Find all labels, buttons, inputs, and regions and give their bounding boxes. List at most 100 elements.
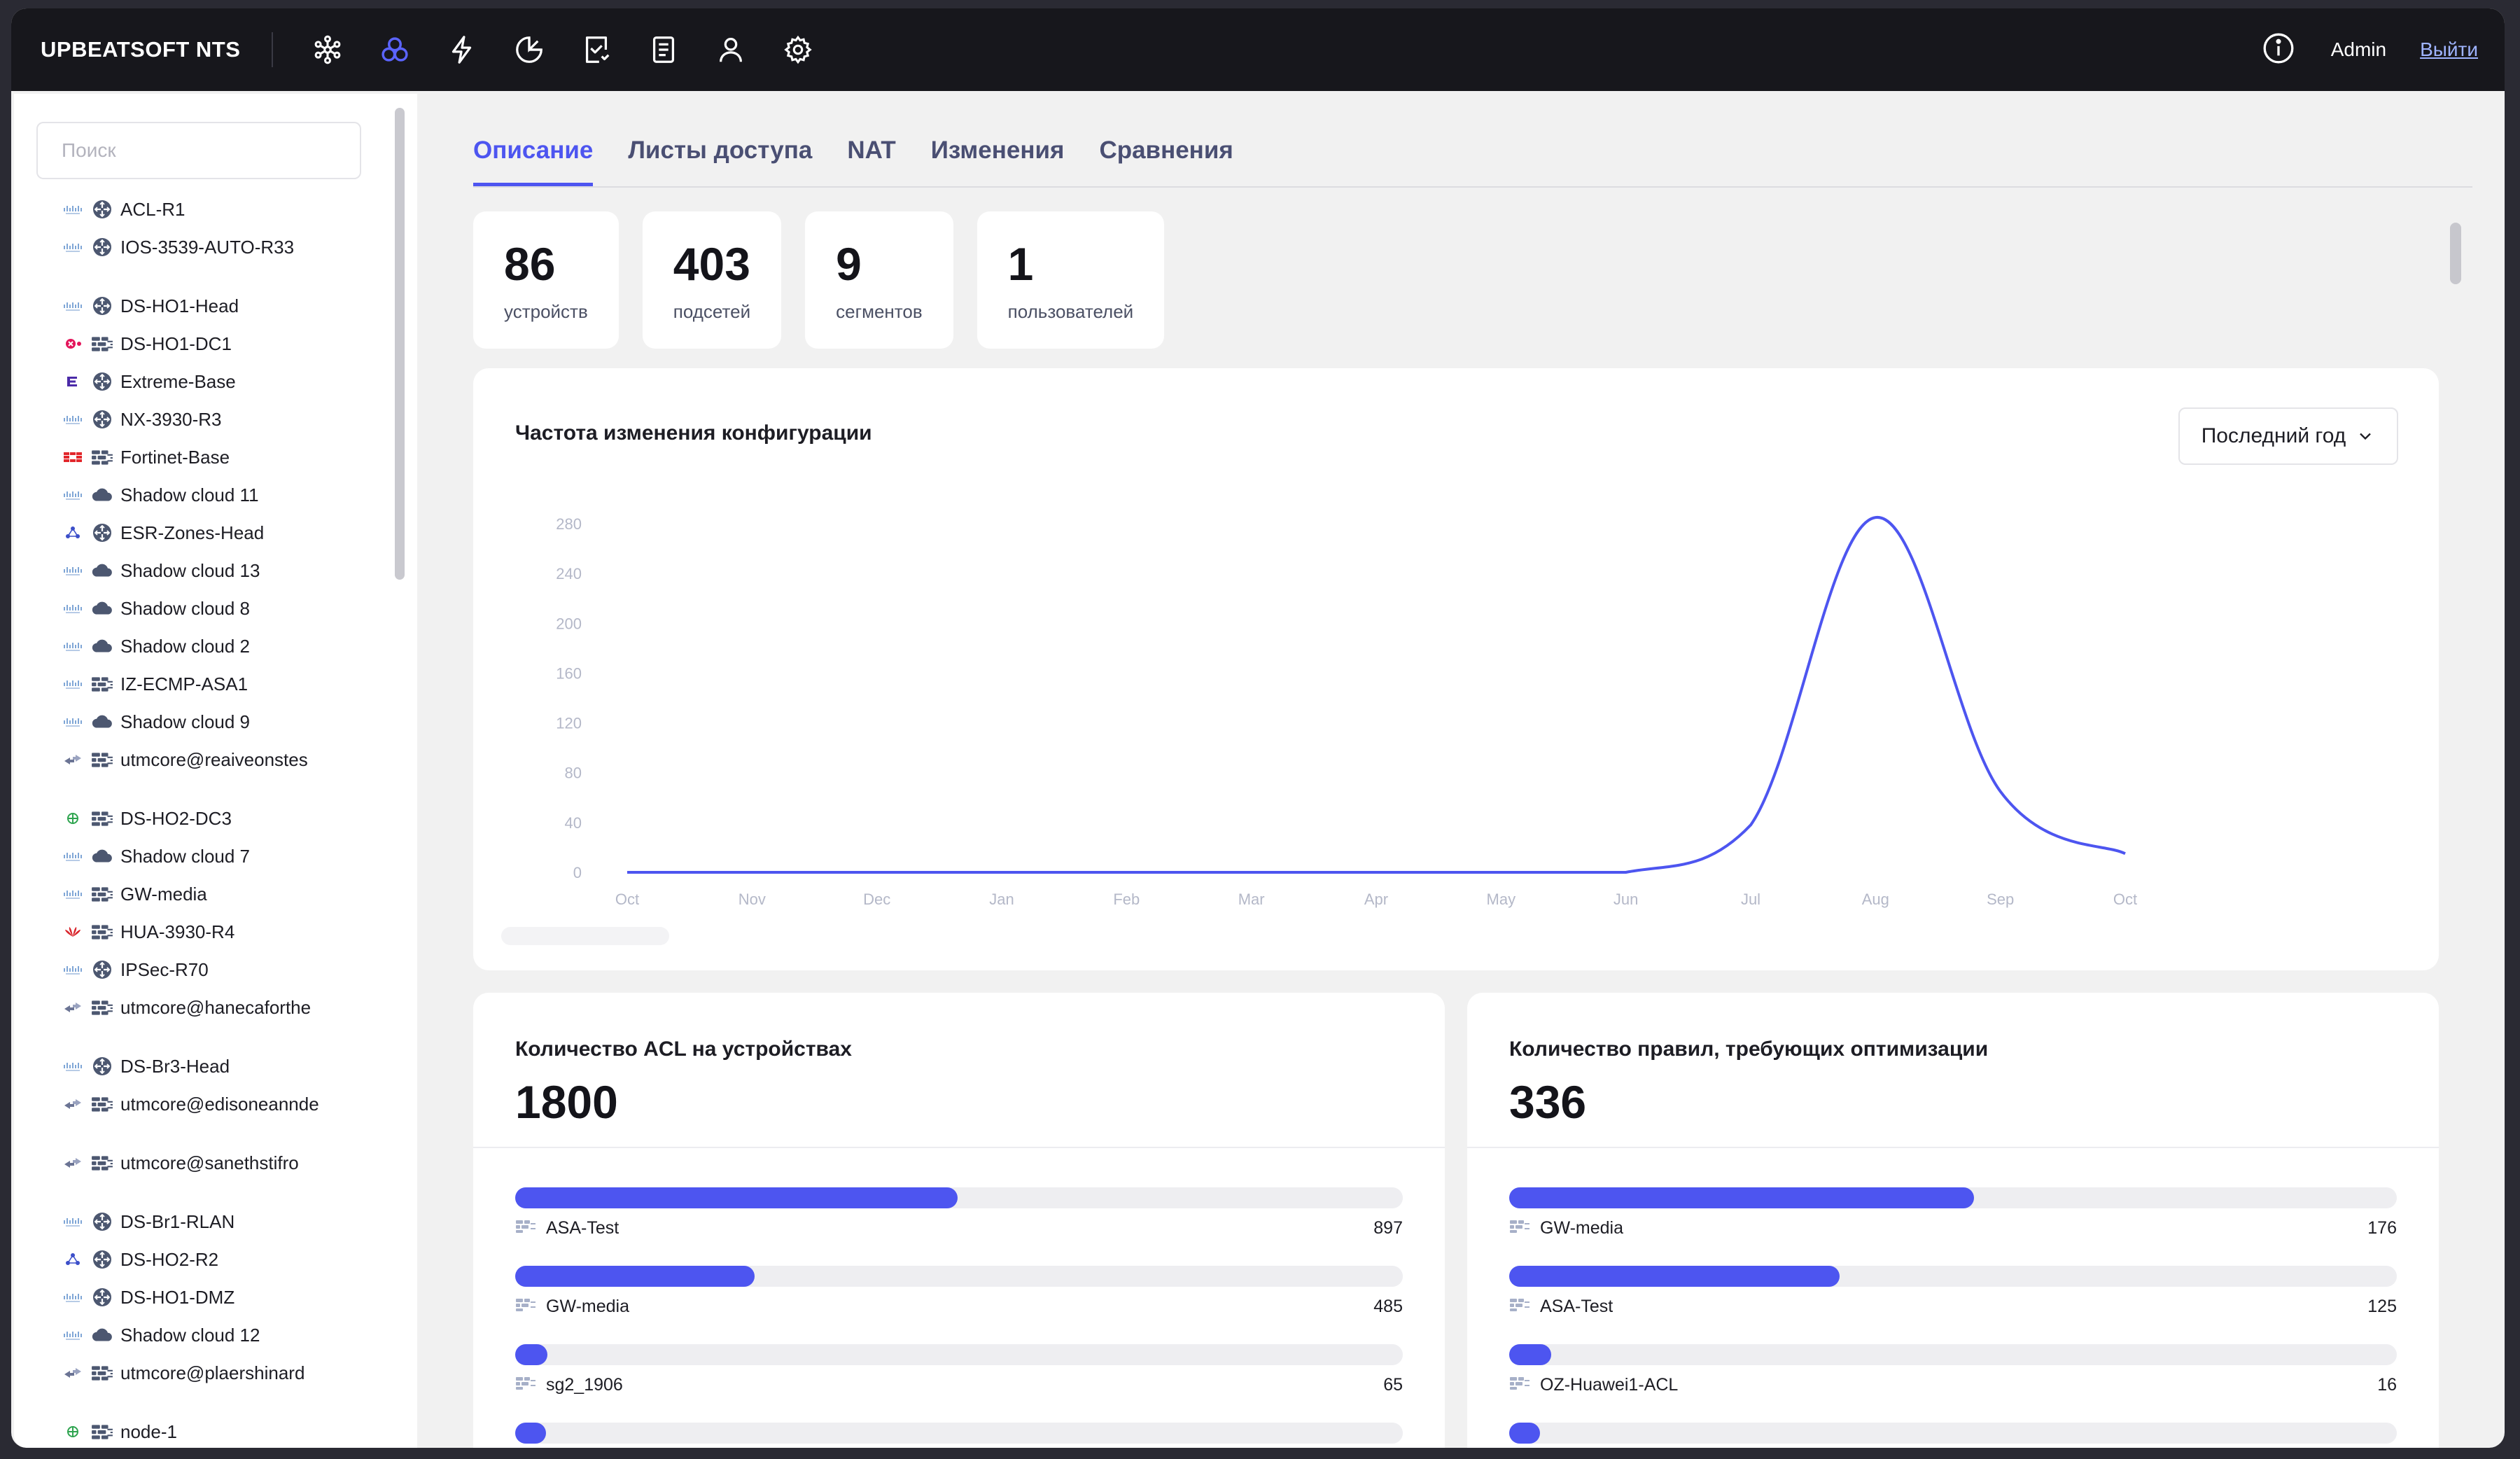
bar-meta: sg2_1906 65	[515, 1375, 1403, 1395]
task-check-icon[interactable]	[563, 16, 630, 83]
sidebar-device-item[interactable]: utmcore@reaiveonstes	[60, 749, 382, 808]
cisco-vendor-icon	[60, 711, 85, 732]
sidebar-device-item[interactable]: DS-HO2-DC3	[60, 808, 382, 846]
y-tick-label: 0	[573, 864, 582, 881]
sidebar-device-item[interactable]: ESR-Zones-Head	[60, 522, 382, 560]
device-label: Shadow cloud 2	[120, 636, 251, 657]
bar-fill	[1509, 1344, 1552, 1365]
sidebar-device-item[interactable]: DS-Br1-RLAN	[60, 1211, 382, 1249]
sidebar-device-item[interactable]: Shadow cloud 8	[60, 598, 382, 636]
device-tree: ACL-R1 IOS-3539-AUTO-R33 DS-HO1-Head DS-HO1…	[60, 199, 382, 1448]
sidebar-device-item[interactable]: Shadow cloud 11	[60, 484, 382, 522]
sidebar-device-item[interactable]: IPSec-R70	[60, 959, 382, 997]
period-select[interactable]: Последний год	[2178, 407, 2398, 465]
sidebar-device-item[interactable]: HUA-3930-R4	[60, 921, 382, 959]
device-label: Shadow cloud 11	[120, 484, 259, 505]
bar-row[interactable]: OZ-Huawei1-ACL 16	[1509, 1344, 2397, 1423]
lightning-icon[interactable]	[428, 16, 496, 83]
bar-row[interactable]: sg2_1906 65	[515, 1344, 1403, 1423]
logout-link[interactable]: Выйти	[2420, 39, 2478, 60]
sidebar-device-item[interactable]: IZ-ECMP-ASA1	[60, 673, 382, 711]
bar-row[interactable]: GW-media 176	[1509, 1187, 2397, 1266]
sidebar-device-item[interactable]: Shadow cloud 13	[60, 560, 382, 598]
sidebar-device-item[interactable]: ACL-R1	[60, 199, 382, 237]
config-change-chart-card: Частота изменения конфигурации Последний…	[473, 368, 2439, 970]
tab-1[interactable]: Листы доступа	[628, 137, 813, 164]
main-content: Описание Листы доступа NAT Изменения Сравнен…	[431, 91, 2505, 1448]
y-tick-label: 160	[556, 664, 582, 682]
info-icon[interactable]	[2261, 31, 2296, 69]
brand-logo[interactable]: UPBEATSOFT NTS	[41, 37, 241, 62]
line-chart: 0 40 80 120 160 200 240 280 Oct Nov Dec Jan Feb Mar Ap…	[556, 515, 2137, 908]
sidebar-device-item[interactable]: DS-HO2-R2	[60, 1249, 382, 1287]
sidebar-device-item[interactable]: DS-HO1-Head	[60, 295, 382, 333]
bar-row[interactable]: ASA-Test 897	[515, 1187, 1403, 1266]
user-icon[interactable]	[697, 16, 764, 83]
cloud-icon	[90, 636, 115, 657]
device-label: utmcore@plaershinard	[120, 1362, 305, 1383]
sidebar-device-item[interactable]: utmcore@plaershinard	[60, 1362, 382, 1421]
tab-2[interactable]: NAT	[847, 137, 896, 164]
green-vendor-icon	[60, 808, 85, 829]
bar-row[interactable]: ASA-Test 125	[1509, 1266, 2397, 1344]
bar-row[interactable]	[1509, 1423, 2397, 1448]
cisco-vendor-icon	[60, 295, 85, 316]
bar-track	[515, 1187, 1403, 1208]
sidebar-device-item[interactable]: GW-media	[60, 884, 382, 921]
x-tick-label: Mar	[1238, 891, 1265, 908]
y-tick-label: 80	[565, 765, 582, 782]
sidebar-device-item[interactable]: utmcore@hanecaforthe	[60, 997, 382, 1056]
search-input[interactable]	[36, 122, 361, 179]
bar-row[interactable]	[515, 1423, 1403, 1448]
x-tick-label: Jun	[1614, 891, 1638, 908]
series-line[interactable]	[627, 516, 2126, 874]
document-icon[interactable]	[630, 16, 697, 83]
sidebar-device-item[interactable]: DS-Br3-Head	[60, 1056, 382, 1094]
tab-0[interactable]: Описание	[473, 137, 594, 186]
sidebar-scrollbar[interactable]	[395, 108, 405, 580]
sidebar-device-item[interactable]: Extreme-Base	[60, 371, 382, 409]
stats-row: 86 устройств 403 подсетей 9 сегментов 1 пользов…	[473, 211, 1188, 349]
device-label: HUA-3930-R4	[120, 921, 235, 942]
sidebar-device-item[interactable]: node-1	[60, 1421, 382, 1448]
x-tick-label: Dec	[863, 891, 890, 908]
cisco-vendor-icon	[60, 636, 85, 657]
sidebar-device-item[interactable]: Shadow cloud 9	[60, 711, 382, 749]
device-label: Shadow cloud 9	[120, 711, 251, 732]
bar-row[interactable]: GW-media 485	[515, 1266, 1403, 1344]
rules-card-title: Количество правил, требующих оптимизации	[1509, 1038, 1989, 1061]
tab-4[interactable]: Сравнения	[1099, 137, 1233, 164]
device-label: NX-3930-R3	[120, 409, 222, 430]
bar-value: 176	[2367, 1218, 2397, 1238]
device-icon	[515, 1375, 546, 1395]
sidebar-device-item[interactable]: utmcore@edisoneannde	[60, 1094, 382, 1152]
pie-chart-icon[interactable]	[496, 16, 563, 83]
device-label: utmcore@hanecaforthe	[120, 997, 312, 1018]
usergate-vendor-icon	[60, 997, 85, 1018]
main-scrollbar[interactable]	[2450, 223, 2461, 284]
bar-meta: GW-media 485	[515, 1297, 1403, 1317]
tab-3[interactable]: Изменения	[930, 137, 1065, 164]
sidebar-device-item[interactable]: utmcore@sanethstifro	[60, 1152, 382, 1211]
sidebar-device-item[interactable]: NX-3930-R3	[60, 409, 382, 447]
sidebar-device-item[interactable]: IOS-3539-AUTO-R33	[60, 237, 382, 295]
bar-meta: GW-media 176	[1509, 1218, 2397, 1238]
segments-icon[interactable]	[361, 16, 428, 83]
cisco-vendor-icon	[60, 199, 85, 220]
device-sidebar: ACL-R1 IOS-3539-AUTO-R33 DS-HO1-Head DS-HO1…	[14, 94, 417, 1448]
sidebar-device-item[interactable]: Shadow cloud 2	[60, 636, 382, 673]
device-icon	[1509, 1375, 1540, 1395]
sidebar-device-item[interactable]: DS-HO1-DC1	[60, 333, 382, 371]
cisco-vendor-icon	[60, 1325, 85, 1346]
stat-card: 403 подсетей	[642, 211, 782, 349]
router-icon	[90, 371, 115, 392]
device-icon	[1509, 1218, 1540, 1238]
sidebar-device-item[interactable]: Fortinet-Base	[60, 447, 382, 484]
sidebar-device-item[interactable]: Shadow cloud 7	[60, 846, 382, 884]
settings-icon[interactable]	[764, 16, 832, 83]
usergate-vendor-icon	[60, 1362, 85, 1383]
sidebar-device-item[interactable]: DS-HO1-DMZ	[60, 1287, 382, 1325]
sidebar-device-item[interactable]: Shadow cloud 12	[60, 1325, 382, 1362]
main-nav	[294, 16, 832, 83]
topology-icon[interactable]	[294, 16, 361, 83]
